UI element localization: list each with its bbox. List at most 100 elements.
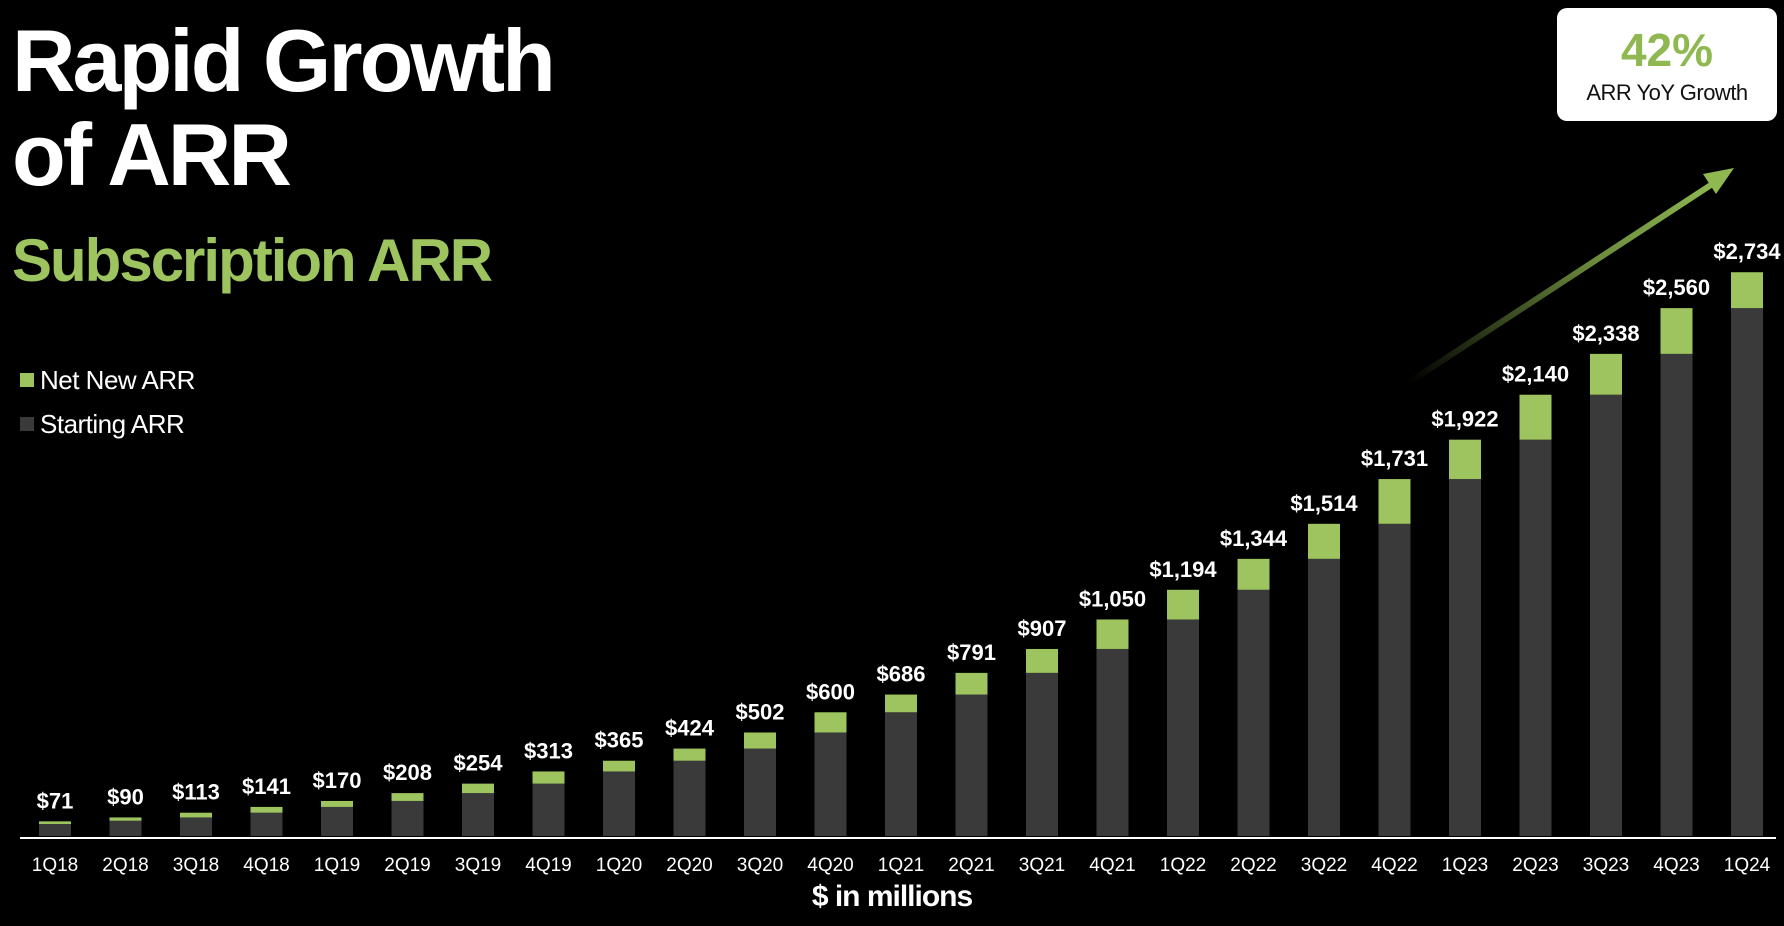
bar-starting-4q18 <box>250 812 283 836</box>
x-tick-2q23: 2Q23 <box>1512 855 1558 876</box>
bar-starting-4q20 <box>814 732 847 836</box>
total-label-4q18: $141 <box>242 774 291 799</box>
title-line-1: Rapid Growth <box>12 11 556 110</box>
x-tick-3q21: 3Q21 <box>1019 855 1065 876</box>
total-label-4q21: $1,050 <box>1079 586 1146 611</box>
x-tick-3q19: 3Q19 <box>455 855 501 876</box>
bar-net-new-1q19 <box>321 800 353 807</box>
bar-net-new-2q18 <box>109 817 142 821</box>
x-tick-1q18: 1Q18 <box>32 855 78 876</box>
bar-starting-1q22 <box>1167 619 1199 836</box>
total-label-2q22: $1,344 <box>1220 526 1288 551</box>
x-tick-1q24: 1Q24 <box>1724 855 1771 876</box>
bar-starting-2q23 <box>1519 439 1552 836</box>
x-tick-labels-group: 1Q18 2Q18 3Q18 4Q18 1Q19 2Q19 3Q19 4Q19 1Q20 2Q20… <box>32 855 1771 876</box>
bars-group <box>39 272 1763 836</box>
bar-net-new-1q18 <box>39 821 71 825</box>
total-label-1q22: $1,194 <box>1149 557 1217 582</box>
bar-starting-4q21 <box>1096 648 1129 836</box>
x-axis-caption: $ in millions <box>811 880 973 913</box>
legend-item-net-new: Net New ARR <box>20 358 195 402</box>
x-tick-4q18: 4Q18 <box>243 855 289 876</box>
bar-starting-1q21 <box>885 712 917 836</box>
total-label-1q19: $170 <box>313 768 362 793</box>
bar-net-new-4q21 <box>1096 619 1129 649</box>
x-tick-2q18: 2Q18 <box>102 855 148 876</box>
bar-starting-3q19 <box>462 793 494 836</box>
total-label-1q20: $365 <box>595 728 644 753</box>
legend-label-starting: Starting ARR <box>40 408 185 439</box>
bar-starting-2q20 <box>673 760 706 836</box>
x-tick-4q23: 4Q23 <box>1653 855 1699 876</box>
bar-net-new-1q24 <box>1731 272 1763 309</box>
total-label-3q22: $1,514 <box>1290 491 1358 516</box>
total-label-3q18: $113 <box>172 780 220 805</box>
total-label-1q23: $1,922 <box>1431 407 1498 432</box>
legend-item-starting: Starting ARR <box>20 402 195 446</box>
x-tick-2q21: 2Q21 <box>948 855 994 876</box>
bar-net-new-2q22 <box>1237 558 1270 590</box>
bar-net-new-2q23 <box>1519 394 1552 440</box>
total-label-1q24: $2,734 <box>1713 239 1781 264</box>
bar-starting-2q19 <box>391 800 424 836</box>
total-label-3q19: $254 <box>454 751 504 776</box>
bar-net-new-3q21 <box>1026 648 1058 673</box>
bar-starting-2q22 <box>1237 589 1270 836</box>
bar-net-new-2q19 <box>391 793 424 801</box>
badge-label: ARR YoY Growth <box>1586 80 1748 105</box>
x-tick-4q20: 4Q20 <box>807 855 853 876</box>
bar-net-new-2q20 <box>673 748 706 761</box>
bar-starting-4q23 <box>1660 353 1693 836</box>
bar-net-new-4q23 <box>1660 308 1693 354</box>
legend: Net New ARR Starting ARR <box>20 358 195 446</box>
total-label-4q23: $2,560 <box>1643 275 1710 300</box>
bar-starting-3q21 <box>1026 672 1058 836</box>
x-tick-1q19: 1Q19 <box>314 855 360 876</box>
x-tick-1q23: 1Q23 <box>1442 855 1488 876</box>
x-tick-1q21: 1Q21 <box>878 855 924 876</box>
x-tick-4q22: 4Q22 <box>1371 855 1417 876</box>
legend-swatch-starting <box>20 417 34 431</box>
total-label-2q18: $90 <box>107 784 144 809</box>
total-label-2q19: $208 <box>383 760 432 785</box>
bar-net-new-4q20 <box>814 712 847 733</box>
page-title: Rapid Growth of ARR <box>12 11 556 204</box>
title-line-2: of ARR <box>12 105 292 204</box>
total-label-4q19: $313 <box>524 738 573 763</box>
x-tick-1q20: 1Q20 <box>596 855 642 876</box>
x-tick-3q20: 3Q20 <box>737 855 783 876</box>
bar-starting-1q18 <box>39 824 71 836</box>
bar-net-new-3q23 <box>1590 353 1622 395</box>
yoy-growth-badge: 42% ARR YoY Growth <box>1557 8 1777 121</box>
x-tick-3q22: 3Q22 <box>1301 855 1347 876</box>
total-label-3q20: $502 <box>736 699 785 724</box>
legend-label-net-new: Net New ARR <box>40 364 195 395</box>
total-label-1q21: $686 <box>877 662 926 687</box>
growth-arrow-head <box>1703 168 1734 194</box>
bar-starting-4q19 <box>532 783 565 836</box>
subtitle: Subscription ARR <box>12 227 493 294</box>
bar-net-new-1q22 <box>1167 589 1199 620</box>
bar-net-new-4q22 <box>1378 479 1411 524</box>
bar-starting-3q22 <box>1308 558 1340 836</box>
x-tick-2q19: 2Q19 <box>384 855 430 876</box>
x-tick-2q20: 2Q20 <box>666 855 712 876</box>
growth-arrow <box>1406 168 1734 386</box>
bar-starting-2q18 <box>109 820 142 836</box>
bar-net-new-3q18 <box>180 812 212 818</box>
total-label-2q20: $424 <box>665 716 715 741</box>
total-label-2q23: $2,140 <box>1502 362 1569 387</box>
x-tick-3q18: 3Q18 <box>173 855 219 876</box>
bar-net-new-1q21 <box>885 694 917 713</box>
total-label-2q21: $791 <box>947 640 996 665</box>
total-labels-group: $71 $90 $113 $141 $170 $208 $254 $313 $365 $424 $5… <box>37 239 1782 813</box>
bar-net-new-1q20 <box>603 760 635 772</box>
x-tick-3q23: 3Q23 <box>1583 855 1629 876</box>
bar-starting-1q20 <box>603 771 635 836</box>
bar-net-new-3q20 <box>744 732 776 749</box>
bar-starting-3q20 <box>744 748 776 836</box>
x-tick-4q21: 4Q21 <box>1089 855 1135 876</box>
bar-net-new-1q23 <box>1449 439 1481 480</box>
badge-value: 42% <box>1620 24 1714 76</box>
